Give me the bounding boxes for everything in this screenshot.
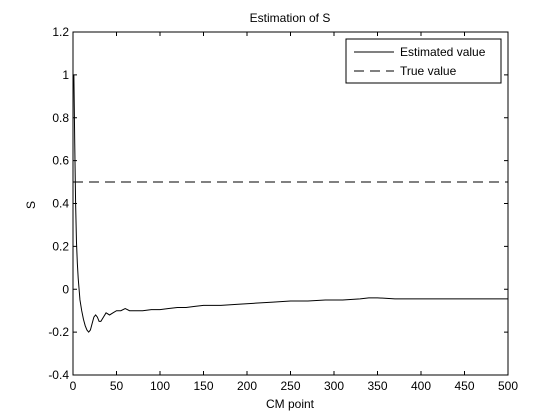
y-tick-label: 0.2 xyxy=(52,239,69,253)
x-axis-label: CM point xyxy=(266,397,315,411)
x-tick-label: 500 xyxy=(498,379,518,393)
x-tick-label: 300 xyxy=(324,379,344,393)
y-tick-label: 0.8 xyxy=(52,111,69,125)
x-tick-label: 350 xyxy=(367,379,387,393)
x-tick-label: 200 xyxy=(237,379,257,393)
x-tick-label: 100 xyxy=(150,379,170,393)
chart-title: Estimation of S xyxy=(250,11,331,25)
axes-box xyxy=(72,31,509,376)
y-tick-label: 1 xyxy=(62,68,69,82)
y-tick-label: -0.2 xyxy=(48,325,69,339)
legend-label: Estimated value xyxy=(400,45,486,59)
x-tick-label: 50 xyxy=(110,379,124,393)
plot-area: 0 50 100 150 200 250 300 350 400 450 500 -0.4 -0.2 0 0… xyxy=(48,25,518,393)
y-tick-label: 1.2 xyxy=(52,25,69,39)
y-tick-label: 0.6 xyxy=(52,154,69,168)
y-tick-label: 0 xyxy=(62,282,69,296)
legend-label: True value xyxy=(400,64,457,78)
x-tick-label: 150 xyxy=(193,379,213,393)
y-axis-label: S xyxy=(24,201,38,209)
x-tick-label: 0 xyxy=(70,379,77,393)
legend-box xyxy=(345,38,502,84)
x-tick-label: 400 xyxy=(411,379,431,393)
x-tick-label: 450 xyxy=(454,379,474,393)
y-tick-label: 0.4 xyxy=(52,197,69,211)
estimated-value-line xyxy=(73,74,508,333)
y-tick-label: -0.4 xyxy=(48,368,69,382)
x-tick-label: 250 xyxy=(280,379,300,393)
